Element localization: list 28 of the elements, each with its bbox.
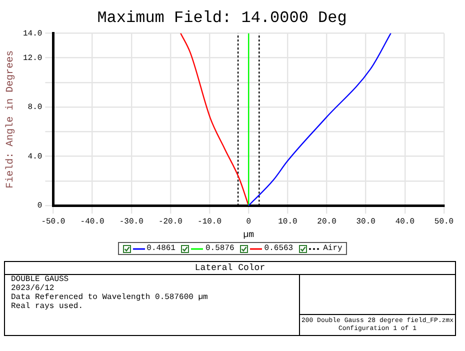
x-tick-label: 0 xyxy=(246,218,252,227)
y-tick-label: 12.0 xyxy=(23,54,42,63)
text: Real rays used. xyxy=(11,302,84,311)
y-tick-label: 14.0 xyxy=(23,29,42,38)
y-tick-label: 0 xyxy=(37,202,42,211)
legend-label: Airy xyxy=(323,244,342,253)
x-tick-label: 20.0 xyxy=(317,218,337,227)
text: Data Referenced to Wavelength 0.587600 µm xyxy=(11,293,209,302)
x-tick-label: -50.0 xyxy=(41,218,66,227)
chart-title: Maximum Field: 14.0000 Deg xyxy=(97,8,347,27)
y-tick-label: 4.0 xyxy=(28,152,42,162)
x-tick-label: -20.0 xyxy=(158,218,183,227)
text: 2023/6/12 xyxy=(11,284,56,293)
legend-label: 0.4861 xyxy=(146,244,176,253)
x-tick-label: 10.0 xyxy=(278,218,298,227)
text: Lateral Color xyxy=(5,262,455,275)
x-tick-label: -10.0 xyxy=(198,218,222,227)
x-tick-label: 50.0 xyxy=(434,218,454,227)
x-tick-label: 30.0 xyxy=(356,218,376,227)
x-tick-label: 40.0 xyxy=(395,218,415,227)
x-tick-label: -30.0 xyxy=(119,218,144,227)
text: DOUBLE GAUSS xyxy=(11,275,70,284)
x-tick-label: -40.0 xyxy=(80,218,104,227)
x-axis-title: µm xyxy=(243,230,254,240)
y-tick-label: 8.0 xyxy=(28,103,42,112)
legend-label: 0.5876 xyxy=(205,244,234,253)
legend-label: 0.6563 xyxy=(264,244,294,253)
y-axis-title: Field: Angle in Degrees xyxy=(4,50,17,188)
